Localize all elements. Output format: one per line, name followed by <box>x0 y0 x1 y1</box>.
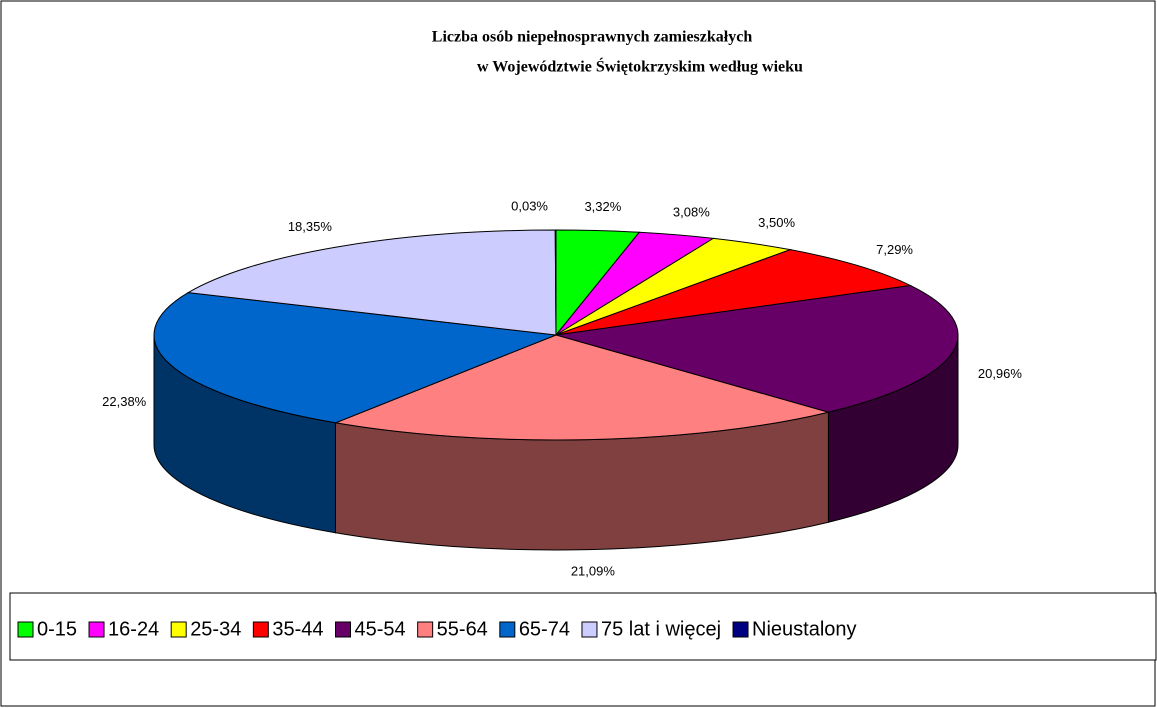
legend-label: 45-54 <box>355 618 406 640</box>
legend-label: Nieustalony <box>752 618 857 640</box>
chart-title: Liczba osób niepełnosprawnych zamieszkał… <box>432 29 753 46</box>
slice <box>554 229 557 336</box>
slice <box>333 334 831 441</box>
legend-label: 75 lat i więcej <box>601 618 721 640</box>
legend-swatch <box>88 621 105 638</box>
legend-swatch <box>335 621 351 638</box>
legend-label: 65-74 <box>519 618 570 640</box>
data-label: 18,35% <box>288 219 333 234</box>
data-label: 0,03% <box>511 198 548 213</box>
data-label: 3,32% <box>584 199 621 214</box>
data-label: 22,38% <box>102 394 147 409</box>
data-label: 7,29% <box>876 242 913 257</box>
legend-label: 16-24 <box>108 618 159 640</box>
data-label: 3,08% <box>673 204 710 219</box>
legend-swatch <box>170 621 187 638</box>
legend-swatch <box>732 621 749 638</box>
legend-label: 25-34 <box>190 618 241 640</box>
legend-label: 0-15 <box>37 618 77 640</box>
slice <box>153 292 557 424</box>
legend-swatch <box>499 621 516 638</box>
data-label: 20,96% <box>978 366 1023 381</box>
legend-swatch <box>252 621 269 638</box>
slice <box>555 249 913 336</box>
legend-swatch <box>17 621 34 638</box>
data-label: 21,09% <box>571 564 616 579</box>
legend-swatch <box>417 621 434 638</box>
legend-label: 55-64 <box>437 618 488 640</box>
slice <box>555 285 959 413</box>
data-label: 3,50% <box>758 215 795 230</box>
slice <box>186 229 557 336</box>
legend-swatch <box>581 621 598 638</box>
legend-label: 35-44 <box>272 618 323 640</box>
chart-title: w Województwie Świętokrzyskim według wie… <box>477 57 803 76</box>
